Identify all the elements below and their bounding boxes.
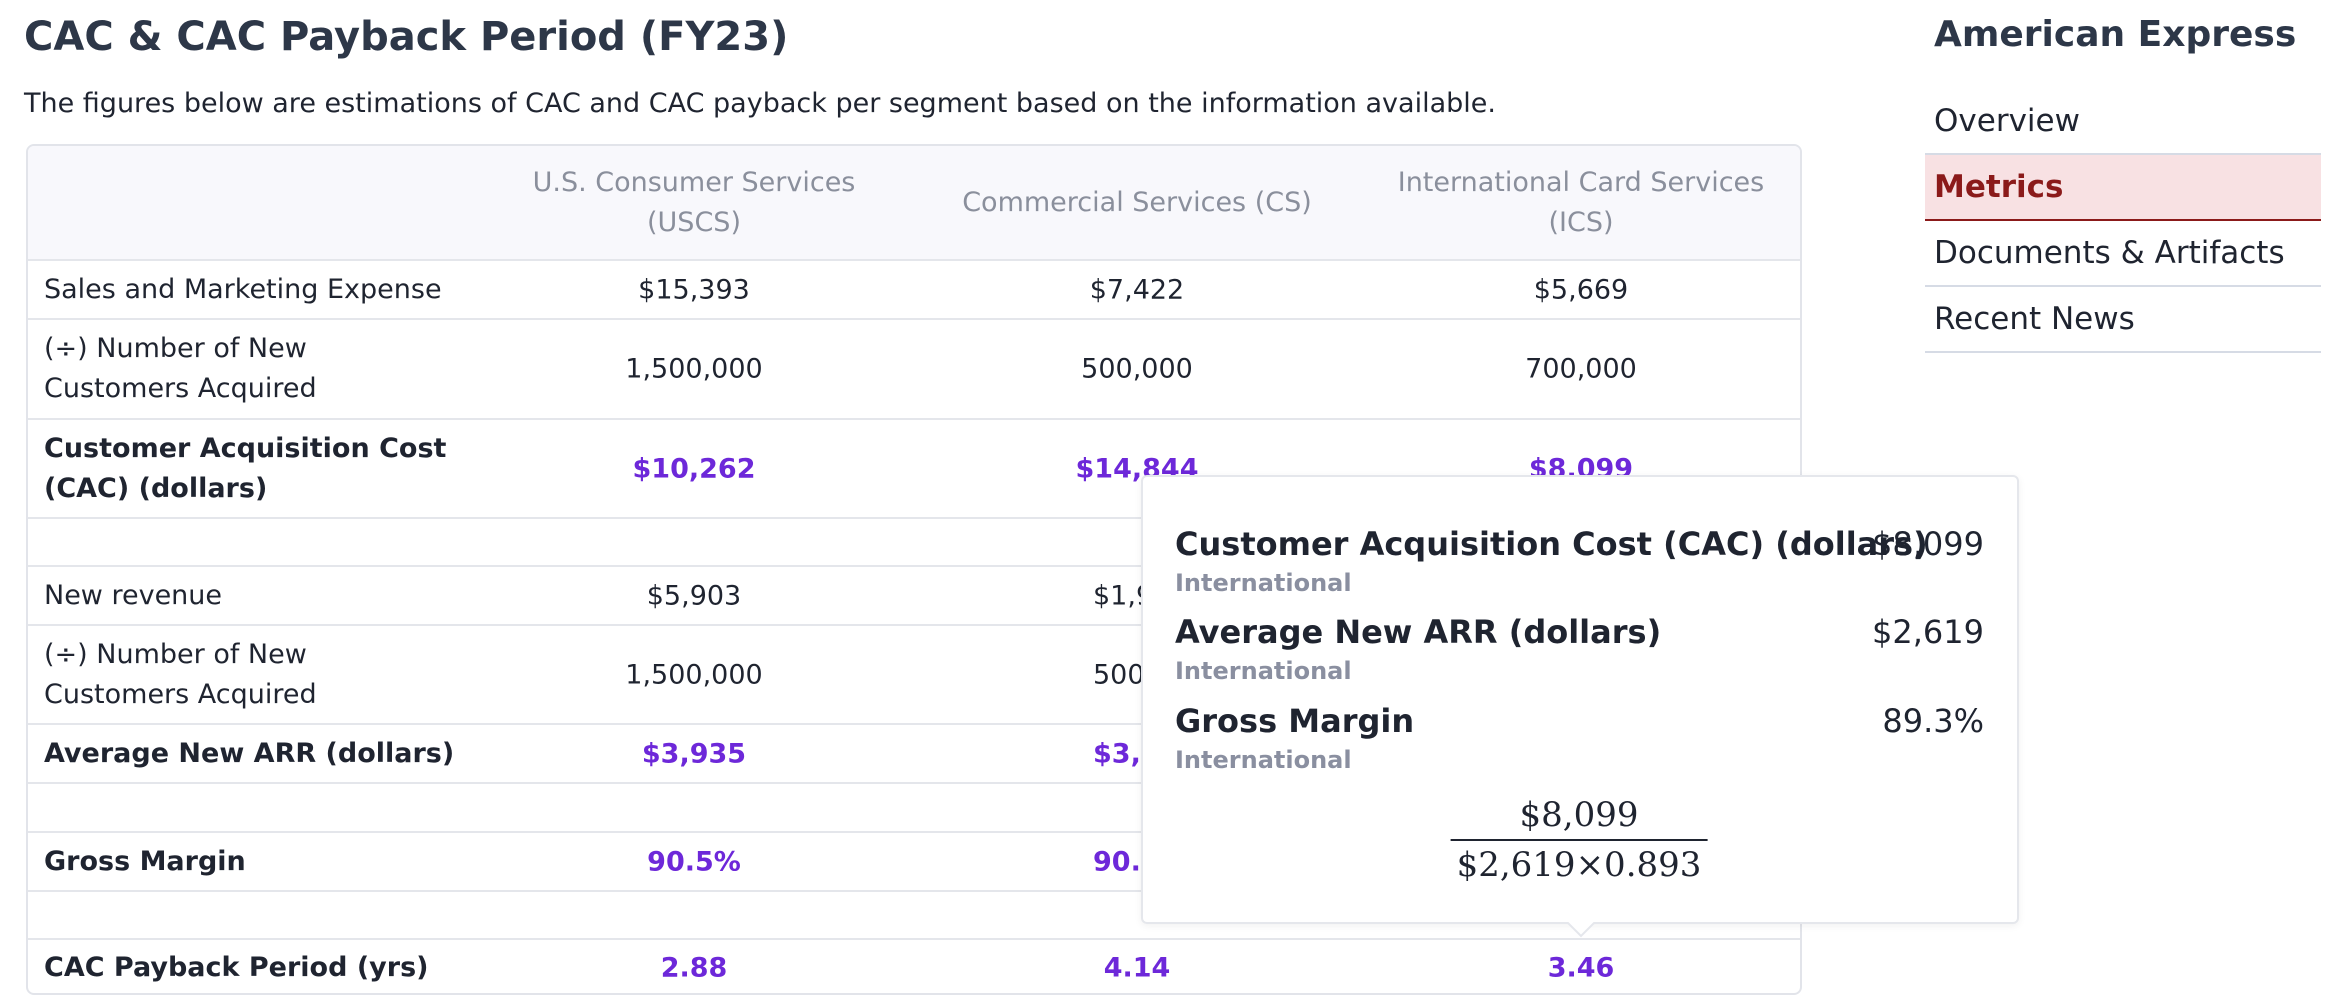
row-divider [28, 565, 1800, 567]
table-cell: $3,935 [641, 738, 747, 769]
table-cell: 2.88 [660, 952, 728, 984]
row-divider [28, 890, 1800, 892]
nav-item[interactable]: Overview [1925, 89, 2321, 155]
table-cell: 500,000 [1081, 353, 1193, 385]
tooltip: Customer Acquisition Cost (CAC) (dollars… [1141, 475, 2019, 938]
row-divider [28, 259, 1800, 261]
page-title: CAC & CAC Payback Period (FY23) [24, 14, 789, 60]
column-header: U.S. Consumer Services (USCS) [532, 167, 856, 238]
row-label: Average New ARR (dollars) [44, 737, 455, 769]
tooltip-label: Gross Margin [1175, 702, 1415, 740]
row-divider [28, 517, 1800, 519]
row-label: Sales and Marketing Expense [44, 273, 442, 305]
column-header: Commercial Services (CS) [962, 187, 1312, 218]
tooltip-label: Customer Acquisition Cost (CAC) (dollars… [1175, 525, 1928, 563]
nav-item[interactable]: Metrics [1925, 155, 2321, 221]
subtitle: The figures below are estimations of CAC… [24, 88, 1496, 119]
row-divider [28, 831, 1800, 833]
tooltip-segment: International [1175, 746, 1352, 774]
row-divider [28, 723, 1800, 725]
table-cell: 90.5% [647, 846, 741, 877]
row-label: (÷) Number of New Customers Acquired [44, 333, 317, 404]
table-cell: $5,669 [1533, 274, 1629, 305]
formula: $8,099 $2,619×0.893 [1450, 795, 1708, 885]
table-cell: 700,000 [1525, 353, 1637, 385]
tooltip-segment: International [1175, 657, 1352, 685]
table-cell: $10,262 [632, 453, 756, 484]
row-label: Gross Margin [44, 845, 246, 877]
table-cell: 1,500,000 [625, 659, 763, 690]
table-cell: $5,903 [646, 580, 742, 611]
row-label: Customer Acquisition Cost (CAC) (dollars… [44, 432, 447, 504]
table-cell: 1,500,000 [625, 353, 763, 385]
nav-item[interactable]: Documents & Artifacts [1925, 221, 2321, 287]
tooltip-value: 89.3% [1882, 702, 1984, 740]
row-label: New revenue [44, 579, 223, 611]
tooltip-label: Average New ARR (dollars) [1175, 613, 1662, 651]
metrics-table: U.S. Consumer Services (USCS) Commercial … [26, 144, 1802, 995]
table-cell: $7,422 [1089, 274, 1185, 305]
nav-item[interactable]: Recent News [1925, 287, 2321, 353]
row-divider [28, 938, 1800, 940]
row-divider [28, 318, 1800, 320]
row-divider [28, 624, 1800, 626]
tooltip-arrow [1567, 922, 1595, 938]
table-cell: $15,393 [638, 274, 750, 305]
sidebar-title: American Express [1934, 14, 2297, 55]
tooltip-value: $8,099 [1872, 525, 1984, 563]
formula-numerator: $8,099 [1450, 795, 1708, 841]
tooltip-value: $2,619 [1872, 613, 1984, 651]
table-cell: 90. [1093, 846, 1141, 877]
tooltip-segment: International [1175, 569, 1352, 597]
table-cell: 4.14 [1103, 952, 1171, 984]
formula-denominator: $2,619×0.893 [1456, 845, 1702, 885]
table-header [28, 146, 1800, 259]
row-label: (÷) Number of New Customers Acquired [44, 638, 317, 710]
row-label: CAC Payback Period (yrs) [44, 952, 429, 983]
row-divider [28, 782, 1800, 784]
row-divider [28, 418, 1800, 420]
table-cell: 3.46 [1547, 952, 1615, 984]
column-header: International Card Services (ICS) [1397, 167, 1765, 238]
